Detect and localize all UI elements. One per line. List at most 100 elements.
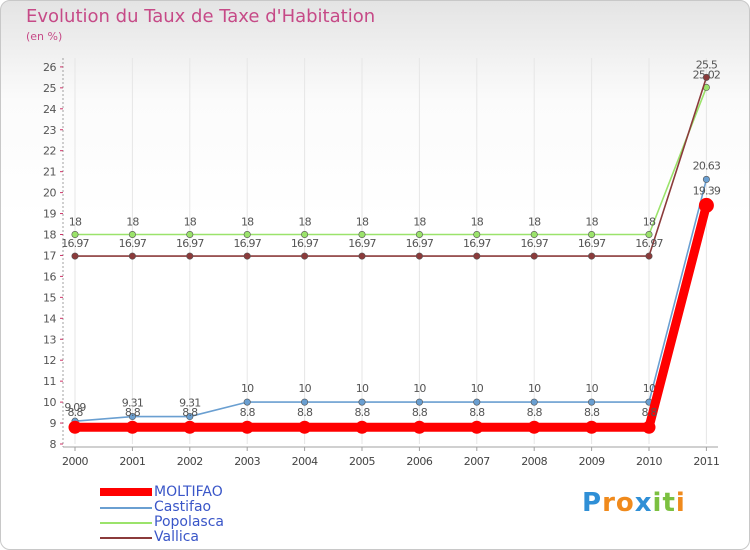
data-point-moltifao	[412, 420, 426, 434]
data-point-popolasca	[186, 231, 194, 239]
data-point-vallica	[645, 252, 653, 260]
chart-title: Evolution du Taux de Taxe d'Habitation	[26, 6, 376, 27]
data-point-vallica	[128, 252, 136, 260]
data-point-popolasca	[243, 231, 251, 239]
data-label-vallica: 16.97	[291, 237, 319, 250]
y-tick-label: 13	[43, 333, 56, 346]
logo-letter: x	[634, 488, 653, 518]
x-tick-label: 2011	[693, 455, 719, 468]
data-label-popolasca: 18	[298, 216, 311, 229]
data-label-popolasca: 18	[69, 216, 82, 229]
data-point-castifao	[588, 398, 596, 406]
x-tick-label: 2005	[349, 455, 375, 468]
series-line-moltifao	[70, 200, 711, 432]
data-label-moltifao: 8.8	[67, 406, 83, 419]
x-tick-label: 2009	[579, 455, 605, 468]
x-tick-label: 2006	[406, 455, 432, 468]
data-point-popolasca	[588, 231, 596, 239]
data-point-moltifao	[642, 420, 656, 434]
data-point-popolasca	[301, 231, 309, 239]
y-tick-label: 10	[43, 396, 56, 409]
data-label-moltifao: 8.8	[354, 406, 370, 419]
data-point-castifao	[530, 398, 538, 406]
x-tick-label: 2003	[234, 455, 260, 468]
data-label-popolasca: 18	[471, 216, 484, 229]
y-tick-label: 16	[43, 270, 56, 283]
data-label-castifao: 9.31	[179, 397, 200, 410]
data-point-moltifao	[298, 420, 312, 434]
data-label-moltifao: 8.8	[412, 406, 428, 419]
data-label-popolasca: 18	[241, 216, 254, 229]
series-line-vallica	[74, 76, 708, 257]
data-label-castifao: 9.09	[64, 401, 86, 414]
legend-label-castifao: Castifao	[154, 499, 212, 515]
x-tick-label: 2010	[636, 455, 662, 468]
logo-letter: t	[662, 488, 676, 518]
data-point-moltifao	[240, 420, 254, 434]
legend-swatch-vallica	[100, 537, 152, 539]
y-tick-label: 8	[50, 438, 57, 451]
data-point-moltifao	[68, 420, 82, 434]
x-tick-label: 2000	[62, 455, 88, 468]
data-label-vallica: 16.97	[233, 237, 261, 250]
y-tick-label: 26	[43, 61, 56, 74]
logo-letter: i	[652, 488, 663, 518]
data-label-castifao: 10	[528, 382, 541, 395]
data-label-popolasca: 18	[413, 216, 426, 229]
legend-swatch-moltifao	[100, 488, 152, 496]
logo-letter: o	[615, 488, 635, 518]
y-tick-label: 9	[50, 417, 57, 430]
data-label-moltifao: 8.8	[527, 406, 543, 419]
y-tick-label: 19	[43, 208, 56, 221]
y-tick-label: 18	[43, 229, 56, 242]
y-tick-label: 11	[43, 375, 56, 388]
chart-subtitle: (en %)	[26, 30, 63, 43]
data-label-castifao: 10	[413, 382, 426, 395]
data-label-popolasca: 18	[184, 216, 197, 229]
legend-label-popolasca: Popolasca	[154, 514, 224, 530]
data-point-moltifao	[527, 420, 541, 434]
data-point-vallica	[530, 252, 538, 260]
data-label-vallica: 16.97	[348, 237, 376, 250]
data-point-moltifao	[355, 420, 369, 434]
data-label-vallica: 16.97	[61, 237, 89, 250]
data-point-castifao	[702, 175, 710, 183]
data-point-popolasca	[71, 231, 79, 239]
data-point-vallica	[243, 252, 251, 260]
data-label-vallica: 16.97	[119, 237, 147, 250]
data-point-vallica	[301, 252, 309, 260]
data-label-castifao: 10	[298, 382, 311, 395]
logo-letter: i	[675, 488, 686, 518]
data-point-vallica	[71, 252, 79, 260]
data-point-castifao	[415, 398, 423, 406]
data-label-vallica: 25.5	[696, 58, 718, 71]
data-point-castifao	[186, 413, 194, 421]
x-tick-label: 2001	[119, 455, 145, 468]
data-label-moltifao: 8.8	[297, 406, 313, 419]
data-label-castifao: 10	[241, 382, 254, 395]
data-point-castifao	[358, 398, 366, 406]
data-label-popolasca: 18	[528, 216, 541, 229]
y-tick-label: 23	[43, 124, 56, 137]
y-tick-label: 24	[43, 103, 56, 116]
data-label-moltifao: 8.8	[469, 406, 485, 419]
data-point-popolasca	[128, 231, 136, 239]
data-label-vallica: 16.97	[406, 237, 434, 250]
data-point-vallica	[186, 252, 194, 260]
x-tick-label: 2007	[464, 455, 490, 468]
data-point-moltifao	[698, 197, 714, 213]
legend-swatch-castifao	[100, 507, 152, 509]
data-label-moltifao: 8.8	[240, 406, 256, 419]
series-line-castifao	[74, 178, 708, 422]
data-label-moltifao: 19.39	[693, 184, 721, 197]
data-label-castifao: 10	[643, 382, 656, 395]
data-point-vallica	[415, 252, 423, 260]
data-label-moltifao: 8.8	[584, 406, 600, 419]
data-label-popolasca: 18	[126, 216, 139, 229]
data-point-castifao	[473, 398, 481, 406]
y-tick-label: 25	[43, 82, 56, 95]
data-point-vallica	[702, 73, 710, 81]
data-point-popolasca	[530, 231, 538, 239]
legend-item-moltifao: MOLTIFAO	[100, 484, 300, 500]
